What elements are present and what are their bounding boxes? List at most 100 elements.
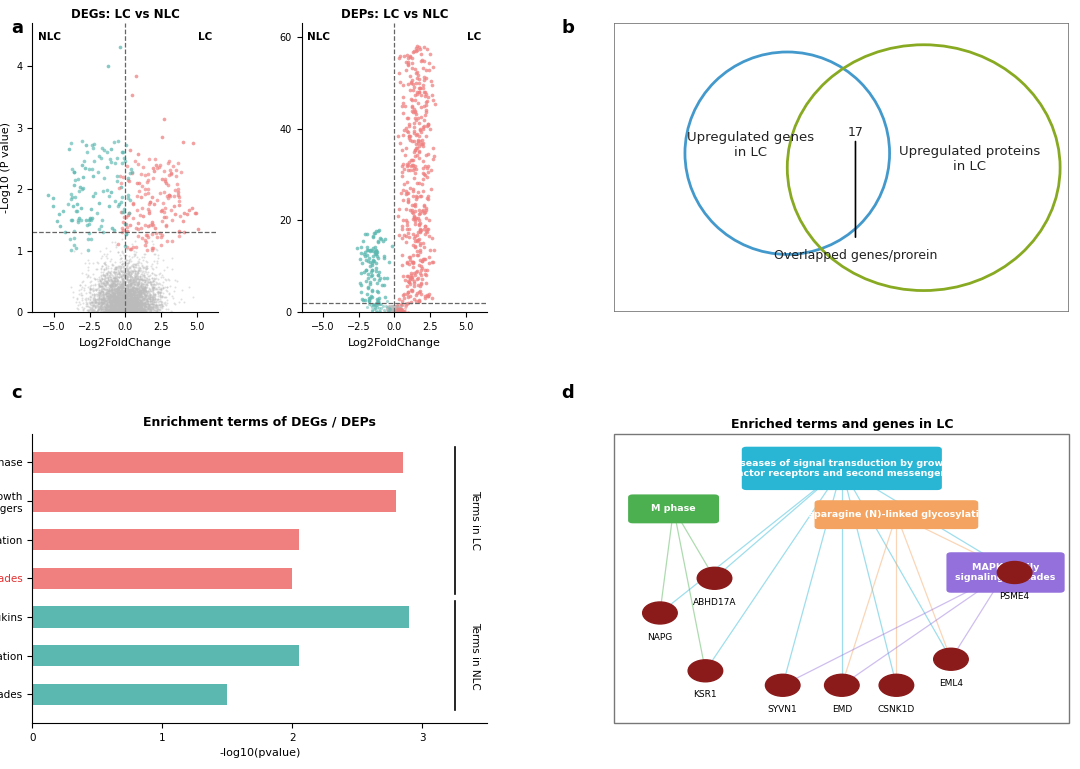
Point [408, 85, 426, 98]
Point [109, 288, 126, 301]
Text: EML4: EML4 [939, 679, 963, 688]
Point [401, 131, 418, 144]
Point [93, 298, 110, 311]
Point [360, 295, 377, 308]
Point [125, 285, 143, 297]
Point [409, 226, 427, 238]
Point [135, 294, 152, 306]
Point [104, 222, 121, 235]
Point [108, 298, 125, 311]
Point [404, 154, 421, 166]
Point [98, 302, 116, 315]
Point [384, 305, 402, 317]
Point [95, 257, 112, 269]
Point [403, 296, 420, 308]
Point [127, 298, 145, 311]
Point [113, 302, 131, 315]
Point [145, 281, 162, 293]
Point [108, 305, 125, 317]
Point [124, 260, 141, 272]
Point [126, 291, 144, 304]
Point [131, 292, 148, 305]
Point [133, 180, 150, 192]
Point [143, 305, 160, 318]
Point [107, 195, 124, 207]
Point [114, 302, 132, 315]
Point [141, 288, 159, 300]
Point [110, 281, 127, 293]
Point [367, 248, 384, 260]
Point [104, 236, 121, 248]
Point [134, 297, 151, 309]
Point [93, 299, 110, 311]
Point [140, 305, 158, 318]
Point [99, 285, 117, 297]
Point [118, 241, 135, 253]
Point [376, 291, 393, 303]
Point [102, 277, 119, 289]
Point [112, 299, 130, 311]
Point [397, 215, 415, 227]
Point [123, 165, 140, 178]
Point [400, 192, 417, 205]
Point [98, 285, 116, 297]
Point [146, 296, 163, 308]
Point [368, 297, 386, 309]
Point [120, 301, 137, 314]
Point [127, 286, 145, 298]
Point [119, 289, 136, 301]
Point [110, 278, 127, 290]
Point [100, 283, 118, 295]
Bar [32, 451, 403, 473]
Point [108, 261, 125, 274]
Point [110, 282, 127, 295]
Point [126, 270, 144, 282]
Point [111, 306, 129, 318]
Point [119, 294, 136, 306]
Point [127, 305, 145, 318]
Text: Diseases of signal transduction by growth
factor receptors and second messengers: Diseases of signal transduction by growt… [729, 458, 955, 478]
Point [109, 246, 126, 258]
Point [397, 229, 415, 241]
Point [104, 286, 121, 298]
Point [103, 304, 120, 316]
Point [120, 284, 137, 296]
Point [98, 304, 116, 316]
Point [112, 205, 130, 218]
Point [113, 281, 131, 294]
Point [111, 263, 129, 275]
Point [107, 305, 124, 318]
Point [144, 298, 161, 311]
Point [95, 295, 112, 307]
Point [360, 268, 377, 280]
Point [80, 264, 97, 276]
Point [121, 306, 138, 318]
Point [124, 288, 141, 300]
Point [120, 303, 137, 315]
Point [138, 273, 156, 285]
Point [397, 215, 415, 228]
Point [394, 91, 411, 103]
Point [129, 296, 146, 308]
Point [118, 273, 135, 285]
Point [129, 301, 146, 313]
Point [130, 277, 147, 289]
Point [122, 299, 139, 311]
Point [145, 172, 162, 185]
Point [120, 304, 137, 316]
Point [126, 294, 144, 306]
Point [135, 280, 152, 292]
Point [126, 275, 144, 288]
Point [138, 295, 156, 307]
Point [116, 292, 133, 305]
Point [112, 306, 130, 318]
Point [384, 305, 402, 318]
Point [93, 303, 110, 315]
Point [112, 300, 130, 312]
Point [89, 292, 106, 305]
Point [109, 298, 126, 310]
Point [102, 292, 119, 305]
Point [108, 275, 125, 287]
Point [361, 260, 378, 272]
Point [113, 298, 131, 311]
